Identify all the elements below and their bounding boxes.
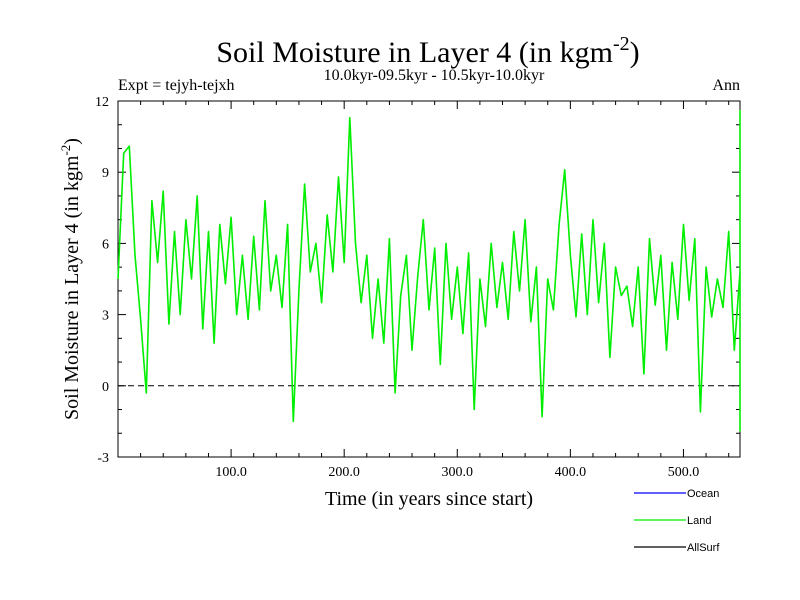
chart-title: Soil Moisture in Layer 4 (in kgm-2) — [216, 33, 639, 69]
x-axis-ticks: 100.0 200.0 300.0 400.0 500.0 — [140, 101, 730, 480]
x-tick-label-0: 100.0 — [215, 465, 247, 480]
chart-subtitle: 10.0kyr-09.5kyr - 10.5kyr-10.0kyr — [324, 67, 545, 84]
y-axis-label: Soil Moisture in Layer 4 (in kgm-2) — [58, 138, 83, 420]
y-tick-label-0: -3 — [97, 451, 109, 466]
legend-allsurf-label: AllSurf — [687, 542, 720, 554]
legend-land-label: Land — [687, 515, 711, 527]
y-tick-label-4: 9 — [102, 166, 109, 181]
series-line-land — [117, 109, 741, 432]
x-tick-label-3: 400.0 — [555, 465, 587, 480]
season-label: Ann — [712, 77, 740, 94]
x-tick-label-2: 300.0 — [442, 465, 474, 480]
x-axis-label: Time (in years since start) — [325, 488, 533, 510]
x-tick-label-1: 200.0 — [328, 465, 360, 480]
series-group — [117, 109, 741, 432]
y-tick-label-3: 6 — [102, 237, 109, 252]
y-tick-label-5: 12 — [95, 95, 109, 110]
x-tick-label-4: 500.0 — [668, 465, 700, 480]
expt-label: Expt = tejyh-tejxh — [118, 77, 235, 94]
legend-ocean-label: Ocean — [687, 488, 719, 500]
legend: Ocean Land AllSurf — [634, 488, 720, 554]
y-tick-label-1: 0 — [102, 380, 109, 395]
y-tick-label-2: 3 — [102, 309, 109, 324]
